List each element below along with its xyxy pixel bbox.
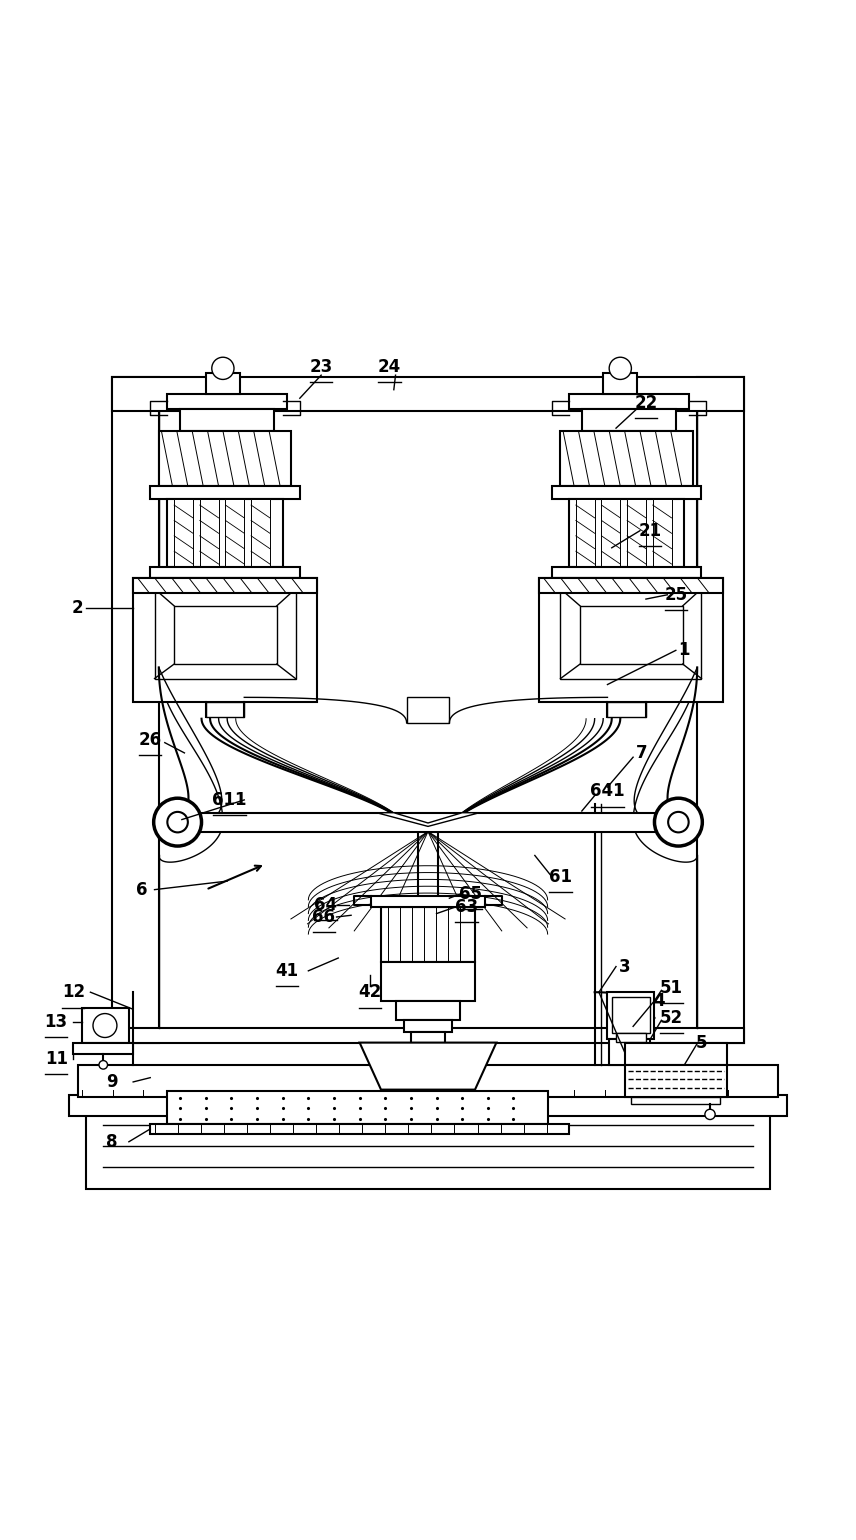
Bar: [167, 499, 282, 567]
Bar: [602, 499, 621, 567]
Text: 61: 61: [549, 869, 572, 886]
Bar: [225, 499, 244, 567]
Text: 42: 42: [359, 983, 382, 1001]
Bar: [134, 578, 317, 593]
Bar: [199, 499, 218, 567]
Text: 7: 7: [636, 744, 647, 762]
Text: 41: 41: [276, 962, 299, 979]
Bar: [381, 962, 475, 1001]
Bar: [180, 410, 274, 431]
Bar: [205, 702, 244, 718]
Bar: [82, 1007, 129, 1044]
Bar: [112, 377, 744, 411]
Circle shape: [669, 812, 689, 833]
Text: 2: 2: [72, 599, 83, 616]
Text: 5: 5: [696, 1035, 707, 1052]
Bar: [86, 1112, 770, 1189]
Text: 22: 22: [634, 394, 657, 411]
Text: 9: 9: [106, 1073, 117, 1090]
Bar: [184, 813, 672, 832]
Text: 52: 52: [660, 1009, 683, 1027]
Bar: [205, 373, 240, 394]
Bar: [407, 698, 449, 722]
Text: 12: 12: [62, 983, 85, 1001]
Bar: [404, 1019, 452, 1032]
Circle shape: [609, 357, 632, 379]
Circle shape: [154, 798, 201, 845]
Bar: [552, 567, 701, 578]
Bar: [381, 907, 475, 962]
Text: 66: 66: [312, 909, 336, 926]
Bar: [561, 588, 701, 679]
Bar: [251, 499, 270, 567]
Bar: [167, 1092, 548, 1124]
Bar: [155, 588, 295, 679]
Bar: [539, 578, 722, 593]
Bar: [609, 1040, 651, 1064]
Circle shape: [99, 1061, 108, 1069]
Bar: [608, 702, 646, 718]
Bar: [69, 1095, 787, 1116]
Bar: [625, 1044, 727, 1064]
Text: 26: 26: [139, 732, 162, 748]
Bar: [616, 1033, 646, 1041]
Text: 65: 65: [459, 885, 482, 902]
Bar: [167, 394, 287, 410]
Text: 24: 24: [377, 357, 401, 376]
Bar: [582, 410, 676, 431]
Text: 25: 25: [664, 585, 687, 604]
Bar: [151, 1124, 569, 1133]
Bar: [608, 992, 655, 1040]
Text: 8: 8: [106, 1133, 117, 1150]
Circle shape: [704, 1109, 715, 1120]
Bar: [612, 998, 651, 1033]
Bar: [539, 578, 722, 702]
Bar: [411, 1032, 445, 1043]
Bar: [112, 1029, 744, 1044]
Bar: [174, 499, 193, 567]
Text: 4: 4: [653, 992, 664, 1010]
Bar: [134, 578, 317, 702]
Bar: [561, 431, 693, 487]
Bar: [569, 394, 689, 410]
Bar: [174, 605, 276, 664]
Bar: [151, 487, 300, 499]
Bar: [603, 373, 638, 394]
Bar: [112, 377, 159, 1044]
Bar: [580, 605, 683, 664]
Text: 3: 3: [619, 958, 630, 975]
Circle shape: [93, 1013, 117, 1038]
Bar: [74, 1044, 134, 1053]
Text: 11: 11: [45, 1050, 68, 1067]
Bar: [697, 377, 744, 1044]
Circle shape: [167, 812, 187, 833]
Text: 51: 51: [660, 979, 683, 996]
Bar: [151, 567, 300, 578]
Bar: [78, 1064, 778, 1098]
Text: 611: 611: [212, 792, 247, 809]
Circle shape: [211, 357, 234, 379]
Bar: [159, 431, 291, 487]
Text: 21: 21: [639, 522, 662, 539]
Bar: [627, 499, 646, 567]
Bar: [632, 1098, 720, 1104]
Polygon shape: [360, 1043, 496, 1090]
Text: 6: 6: [136, 881, 147, 899]
Bar: [576, 499, 595, 567]
Bar: [653, 499, 672, 567]
Bar: [569, 499, 685, 567]
Polygon shape: [377, 813, 479, 827]
Text: 13: 13: [45, 1013, 68, 1032]
Bar: [371, 896, 485, 907]
Bar: [552, 487, 701, 499]
Text: 1: 1: [679, 641, 690, 659]
Circle shape: [655, 798, 702, 845]
Text: 641: 641: [590, 782, 625, 801]
Text: 64: 64: [314, 896, 337, 915]
Bar: [395, 1001, 461, 1019]
Text: 63: 63: [455, 898, 478, 916]
Text: 23: 23: [310, 357, 333, 376]
Bar: [625, 1064, 727, 1098]
